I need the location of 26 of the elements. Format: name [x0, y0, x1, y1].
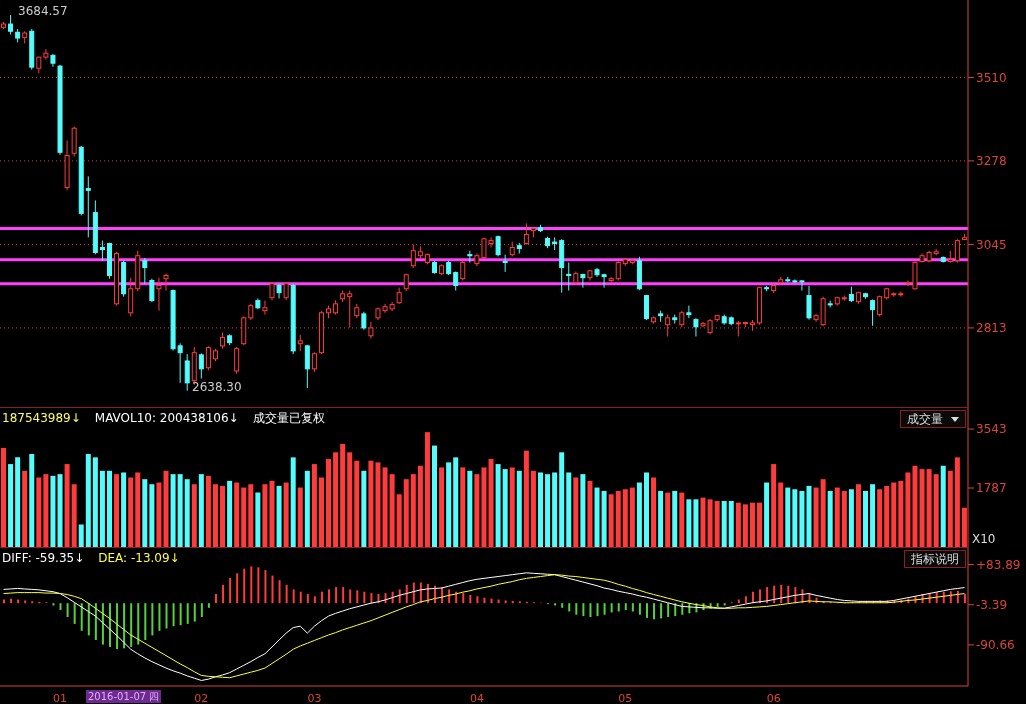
y-axis-title: X10 [972, 532, 996, 546]
annotation: 2638.30 [192, 380, 242, 394]
annotation: MAVOL10: 200438106↓ [94, 411, 239, 425]
y-tick-label: +83.89 [976, 557, 1021, 572]
y-tick-label: 3278 [976, 154, 1007, 169]
y-tick-label: 1787 [976, 481, 1007, 496]
y-tick-label: -3.39 [976, 598, 1008, 613]
text: 2016-01-07 四 [86, 690, 162, 703]
y-tick-label: -90.66 [976, 638, 1015, 653]
annotation: DEA: -13.09↓ [98, 551, 180, 565]
x-tick-label: 01 [53, 691, 68, 704]
y-tick-label: 2813 [976, 321, 1007, 336]
annotation: 187543989↓ [2, 411, 81, 425]
annotation: 成交量已复权 [252, 411, 325, 425]
y-tick-label: 3543 [976, 422, 1007, 437]
y-tick-label: 3510 [976, 70, 1007, 85]
x-tick-label: 02 [194, 691, 209, 704]
x-tick-label: 06 [766, 691, 781, 704]
annotation: 成交量 [907, 411, 943, 427]
x-tick-label: 05 [618, 691, 633, 704]
annotation: 指标说明 [911, 551, 959, 567]
annotation: DIFF: -59.35↓ [2, 551, 85, 565]
x-tick-label: 03 [307, 691, 322, 704]
y-tick-label: 3045 [976, 237, 1007, 252]
annotation: 3684.57 [18, 4, 68, 18]
x-tick-label: 04 [469, 691, 484, 704]
